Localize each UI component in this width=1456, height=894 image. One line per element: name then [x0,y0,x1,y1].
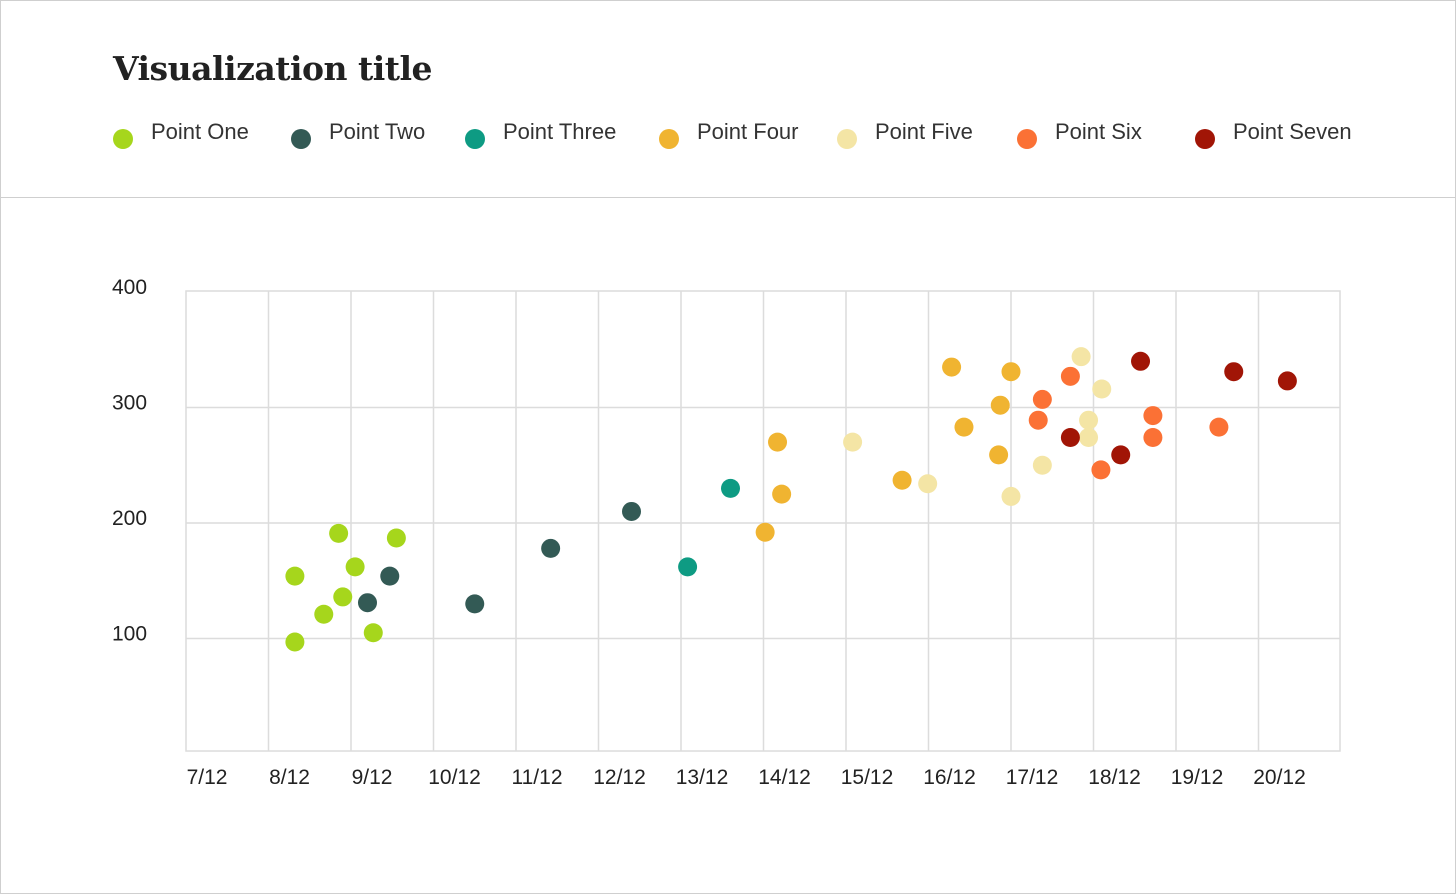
legend-swatch [659,129,679,149]
data-point [1111,445,1131,465]
x-tick-label: 18/12 [1088,766,1141,789]
data-point [285,632,305,652]
x-tick-label: 9/12 [352,766,393,789]
x-tick-label: 7/12 [187,766,228,789]
x-tick-label: 12/12 [593,766,646,789]
x-tick-label: 17/12 [1006,766,1059,789]
data-point [1079,410,1099,430]
y-tick-label: 100 [112,623,147,646]
data-point [333,587,353,607]
legend-swatch [291,129,311,149]
data-point [1060,428,1080,448]
data-point [1079,428,1099,448]
data-point [989,445,1009,465]
data-point [386,528,406,548]
data-point [358,593,377,613]
legend-swatch [465,129,485,149]
data-point [1001,362,1021,382]
legend-swatch [837,129,857,149]
data-point [1224,362,1244,382]
data-point [1209,417,1229,437]
x-tick-label: 13/12 [676,766,729,789]
legend-label: Point Three [503,119,617,144]
data-point [843,432,863,452]
chart-header: Visualization title Point One Point Two Po… [1,1,1455,198]
data-point [918,474,938,494]
data-point [1028,410,1048,430]
x-tick-label: 8/12 [269,766,310,789]
data-point [1092,379,1112,399]
data-point [1131,351,1151,371]
data-point [892,470,912,490]
data-point [1277,371,1297,391]
legend-label: Point Four [697,119,799,144]
legend-swatch [1017,129,1037,149]
legend-label: Point Five [875,119,973,144]
x-tick-label: 19/12 [1171,766,1224,789]
data-point [363,623,383,643]
legend-label: Point Seven [1233,119,1352,144]
y-tick-label: 200 [112,507,147,530]
legend-label: Point One [151,119,249,144]
x-tick-label: 11/12 [512,766,563,789]
data-point [954,417,974,437]
data-point [772,484,792,504]
x-tick-label: 10/12 [428,766,481,789]
data-point [345,557,365,577]
y-tick-label: 300 [112,392,147,415]
data-point [721,478,740,498]
data-point [1060,366,1080,386]
data-point [622,501,641,521]
data-point [942,357,962,377]
chart-title: Visualization title [113,49,433,88]
x-tick-label: 15/12 [841,766,894,789]
legend: Point One Point Two Point Three Point Four P… [1,113,1455,153]
x-tick-label: 16/12 [923,766,976,789]
data-point [1071,347,1091,367]
data-point [768,432,788,452]
data-point [990,395,1010,415]
y-tick-label: 400 [112,276,147,299]
data-point [1001,486,1021,506]
data-point [1143,428,1163,448]
data-point [755,522,775,542]
data-point [465,594,485,614]
legend-swatch [1195,129,1215,149]
data-point [541,538,561,558]
x-tick-label: 14/12 [758,766,811,789]
legend-swatch [113,129,133,149]
legend-label: Point Six [1055,119,1142,144]
data-point [1032,389,1052,409]
data-point [285,566,305,586]
data-point [678,557,698,577]
data-point [1143,406,1163,426]
data-point [1091,460,1111,480]
data-point [329,523,349,543]
data-point [380,566,400,586]
legend-label: Point Two [329,119,426,144]
data-point [314,604,334,624]
data-point [1032,455,1052,475]
x-tick-label: 20/12 [1253,766,1306,789]
